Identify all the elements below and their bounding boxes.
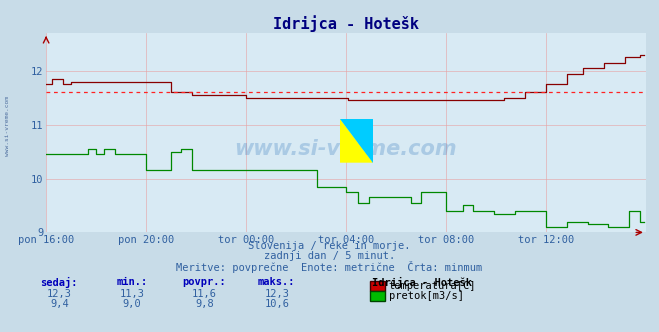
Text: zadnji dan / 5 minut.: zadnji dan / 5 minut.	[264, 251, 395, 261]
Text: www.si-vreme.com: www.si-vreme.com	[235, 139, 457, 159]
Text: www.si-vreme.com: www.si-vreme.com	[5, 96, 11, 156]
Text: 11,6: 11,6	[192, 289, 217, 299]
Text: maks.:: maks.:	[258, 277, 295, 287]
Text: sedaj:: sedaj:	[41, 277, 78, 288]
Text: 12,3: 12,3	[47, 289, 72, 299]
Text: Slovenija / reke in morje.: Slovenija / reke in morje.	[248, 241, 411, 251]
Text: pretok[m3/s]: pretok[m3/s]	[389, 291, 464, 301]
Text: 11,3: 11,3	[119, 289, 144, 299]
Text: temperatura[C]: temperatura[C]	[389, 281, 476, 290]
Text: min.:: min.:	[116, 277, 148, 287]
Text: Idrijca - Hotešk: Idrijca - Hotešk	[372, 277, 473, 288]
Text: 12,3: 12,3	[264, 289, 289, 299]
Text: Meritve: povprečne  Enote: metrične  Črta: minmum: Meritve: povprečne Enote: metrične Črta:…	[177, 261, 482, 273]
Text: 10,6: 10,6	[264, 299, 289, 309]
Text: 9,4: 9,4	[50, 299, 69, 309]
Title: Idrijca - Hotešk: Idrijca - Hotešk	[273, 15, 419, 32]
Text: 9,0: 9,0	[123, 299, 141, 309]
Text: 9,8: 9,8	[195, 299, 214, 309]
Text: povpr.:: povpr.:	[183, 277, 226, 287]
